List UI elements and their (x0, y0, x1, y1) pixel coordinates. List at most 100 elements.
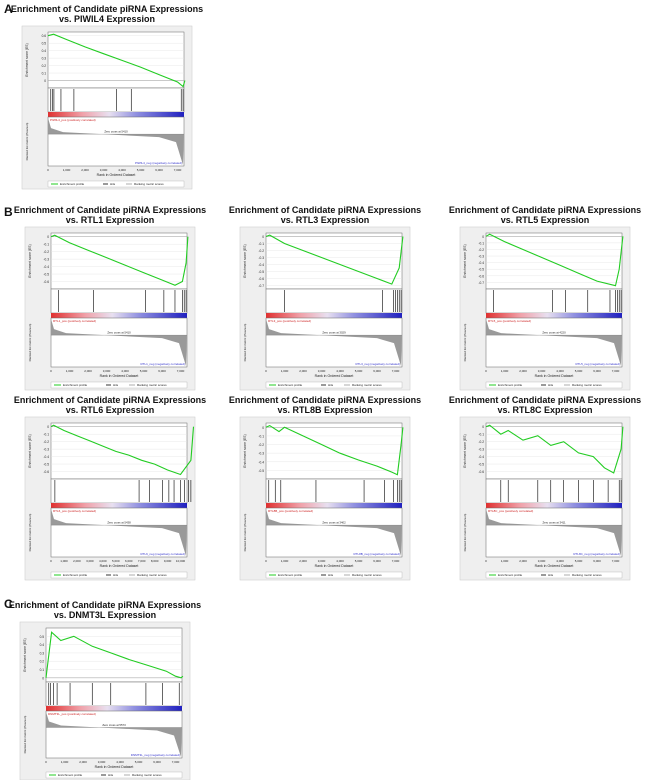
title-line-1: Enrichment of Candidate piRNA Expression… (10, 4, 204, 14)
x-tick-label: 3,000 (100, 168, 108, 172)
rank-axis-label: Ranked list metric (Pearson) (25, 123, 29, 161)
pos-correlated-label: RTL5_pos (positively correlated) (488, 319, 531, 323)
es-curve (265, 424, 404, 476)
es-tick-label: -0.4 (44, 455, 50, 459)
legend-box (485, 571, 623, 579)
legend-profile-label: Enrichment profile (58, 773, 83, 777)
chart-title: Enrichment of Candidate piRNA Expression… (0, 600, 210, 620)
title-line-2: vs. RTL8C Expression (497, 405, 593, 415)
title-line-2: vs. RTL5 Expression (500, 215, 590, 225)
es-tick-label: -0.6 (479, 274, 485, 278)
es-tick-label: -0.1 (44, 243, 50, 247)
es-axis-label: Enrichment score (ES) (23, 638, 27, 671)
hits-area (50, 478, 188, 504)
title-line-2: vs. RTL6 Expression (65, 405, 155, 415)
x-tick-label: 3,000 (538, 559, 546, 563)
x-tick-label: 3,000 (318, 369, 326, 373)
ranking-color-bar (48, 112, 184, 117)
gsea-svg: 0 -0.1 -0.2 -0.3 -0.4 -0.5 -0.6 -0.7 Enrichment … (459, 226, 631, 391)
legend-hits-label: Hits (110, 182, 116, 186)
chart-title: Enrichment of Candidate piRNA Expression… (440, 395, 650, 415)
x-tick-label: 6,000 (153, 760, 161, 764)
legend-box (50, 571, 188, 579)
neg-correlated-label: RTL8C_neg (negatively correlated) (573, 552, 620, 556)
x-tick-label: 5,000 (575, 369, 583, 373)
es-tick-label: -0.4 (479, 261, 485, 265)
es-tick-label: -0.6 (259, 277, 265, 281)
title-line-1: Enrichment of Candidate piRNA Expression… (8, 600, 202, 610)
es-tick-label: -0.1 (44, 433, 50, 437)
x-tick-label: 6,000 (593, 559, 601, 563)
legend-box (265, 381, 403, 389)
es-axis-label: Enrichment score (ES) (28, 244, 32, 277)
es-axis-label: Enrichment score (ES) (463, 434, 467, 467)
title-line-2: vs. PIWIL4 Expression (58, 14, 156, 24)
pos-correlated-label: DNMT3L_pos (positively correlated) (48, 712, 96, 716)
es-tick-label: -0.2 (44, 440, 50, 444)
es-plot-area (50, 422, 188, 480)
ranking-color-bar (266, 313, 402, 318)
es-tick-label: 0.5 (42, 42, 47, 46)
es-tick-label: 0.5 (40, 635, 45, 639)
panel-letter-c: C (4, 597, 13, 611)
zero-cross-label: Zero cross at 4220 (542, 331, 566, 335)
legend-box (50, 381, 188, 389)
es-curve (265, 234, 404, 285)
x-tick-label: 6,000 (158, 369, 166, 373)
gsea-svg: 0 -0.1 -0.2 -0.3 -0.4 -0.5 -0.6 Enrichment scor… (24, 226, 196, 391)
panel-letter-a: A (4, 2, 13, 16)
hits-area (485, 478, 623, 504)
legend-hits-label: Hits (328, 383, 334, 387)
es-tick-label: 0 (482, 425, 484, 429)
es-tick-label: -0.1 (259, 242, 265, 246)
ranked-metric-area (47, 116, 185, 167)
ranked-metric-area (50, 317, 188, 368)
x-tick-label: 7,000 (172, 760, 180, 764)
es-curve (47, 33, 186, 88)
legend-hits-label: Hits (113, 573, 119, 577)
x-tick-label: 7,000 (177, 369, 185, 373)
neg-correlated-label: RTL1_neg (negatively correlated) (141, 362, 185, 366)
legend-profile-label: Enrichment profile (278, 573, 303, 577)
x-tick-label: 4,000 (556, 559, 564, 563)
es-tick-label: 0.2 (42, 64, 47, 68)
x-tick-label: 0 (485, 559, 487, 563)
es-tick-label: -0.1 (259, 434, 265, 438)
x-tick-label: 7,000 (392, 559, 400, 563)
es-tick-label: -0.3 (259, 256, 265, 260)
es-tick-label: 0 (262, 426, 264, 430)
es-tick-label: -0.7 (479, 281, 485, 285)
x-tick-label: 1,000 (61, 760, 69, 764)
x-tick-label: 4,000 (556, 369, 564, 373)
pos-correlated-label: RTL1_pos (positively correlated) (53, 319, 96, 323)
x-axis-label: Rank in Ordered Dataset (315, 374, 354, 378)
title-line-2: vs. RTL3 Expression (280, 215, 370, 225)
es-plot-area (485, 232, 623, 290)
x-axis-label: Rank in Ordered Dataset (535, 374, 574, 378)
x-tick-label: 0 (47, 168, 49, 172)
es-tick-label: -0.3 (259, 452, 265, 456)
es-tick-label: 0.4 (42, 49, 47, 53)
x-tick-label: 4,000 (99, 559, 107, 563)
chart-title: Enrichment of Candidate piRNA Expression… (440, 205, 650, 225)
gsea-svg: 0.5 0.4 0.3 0.2 0.1 0 Enrichment score (ES) DNM… (19, 621, 191, 780)
es-tick-label: 0 (47, 235, 49, 239)
legend-ranking-label: Ranking metric scores (137, 573, 167, 577)
es-tick-label: -0.2 (259, 249, 265, 253)
legend-profile-label: Enrichment profile (60, 182, 85, 186)
rank-axis-label: Ranked list metric (Pearson) (23, 716, 27, 754)
ranked-metric-area (50, 507, 188, 558)
es-tick-label: -0.6 (44, 280, 50, 284)
es-tick-label: -0.1 (479, 433, 485, 437)
title-line-2: vs. RTL8B Expression (277, 405, 373, 415)
hits-area (265, 478, 403, 504)
title-line-2: vs. RTL1 Expression (65, 215, 155, 225)
x-tick-label: 5,000 (135, 760, 143, 764)
pos-correlated-label: PIWIL4_pos (positively correlated) (50, 118, 96, 122)
x-tick-label: 9,000 (164, 559, 172, 563)
legend-hits-label: Hits (328, 573, 334, 577)
es-curve (50, 424, 195, 476)
x-tick-label: 7,000 (138, 559, 146, 563)
es-tick-label: -0.5 (479, 268, 485, 272)
x-tick-label: 5,000 (575, 559, 583, 563)
